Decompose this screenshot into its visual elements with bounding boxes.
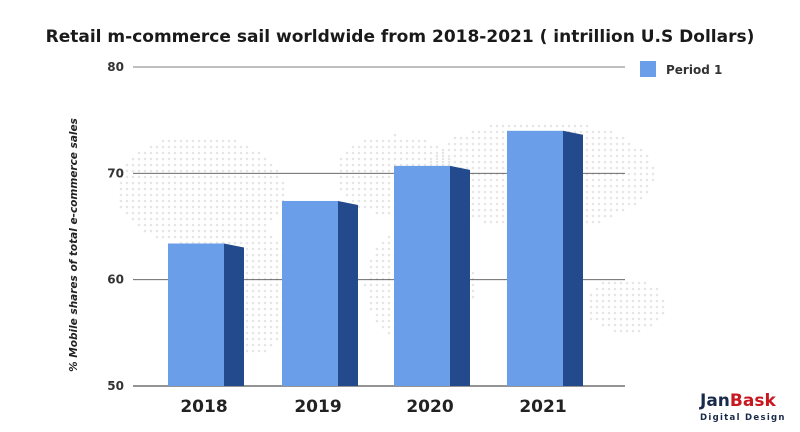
- y-tick-label: 50: [107, 379, 124, 393]
- bar-side: [338, 200, 358, 386]
- svg-text:JanBask: JanBask: [699, 391, 776, 411]
- bar: [394, 165, 470, 386]
- bar-front: [507, 130, 563, 386]
- x-tick-label: 2020: [406, 397, 453, 417]
- bar-front: [394, 165, 450, 386]
- y-tick-label: 80: [107, 60, 124, 74]
- brand-logo: JanBask Digital Design: [699, 391, 786, 423]
- brand-tagline: Digital Design: [700, 413, 786, 423]
- x-tick-label: 2018: [180, 397, 227, 417]
- legend-swatch: [640, 61, 656, 77]
- legend-label: Period 1: [666, 63, 722, 77]
- y-tick-label: 60: [107, 273, 124, 287]
- bar: [282, 200, 358, 386]
- bar-side: [563, 130, 583, 386]
- bar: [168, 243, 244, 386]
- legend: Period 1: [640, 61, 722, 77]
- x-tick-label: 2019: [294, 397, 341, 417]
- brand-name-part2: Bask: [730, 391, 777, 411]
- x-axis-ticks: 2018 2019 2020 2021: [180, 397, 566, 417]
- brand-name-part1: Jan: [699, 391, 730, 411]
- y-axis-label: % Mobile shares of total e-commerce sale…: [68, 118, 80, 372]
- y-tick-label: 70: [107, 166, 124, 180]
- bar-front: [168, 243, 224, 386]
- bars: [168, 130, 583, 386]
- bar-side: [450, 165, 470, 386]
- bar-front: [282, 200, 338, 386]
- x-tick-label: 2021: [519, 397, 566, 417]
- y-axis-ticks: 50 60 70 80: [107, 60, 124, 393]
- chart-title: Retail m-commerce sail worldwide from 20…: [46, 27, 755, 47]
- bar-side: [224, 243, 244, 386]
- bar: [507, 130, 583, 386]
